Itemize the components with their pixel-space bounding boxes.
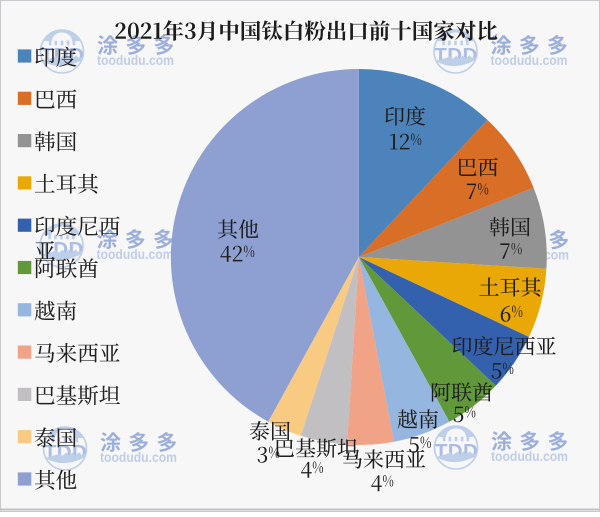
svg-text:toodudu.com: toodudu.com (97, 52, 174, 68)
svg-text:toodudu.com: toodudu.com (100, 449, 177, 465)
svg-text:toodudu.com: toodudu.com (491, 52, 568, 68)
svg-text:toodudu.com: toodudu.com (491, 448, 568, 464)
svg-text:toodudu.com: toodudu.com (97, 246, 174, 262)
